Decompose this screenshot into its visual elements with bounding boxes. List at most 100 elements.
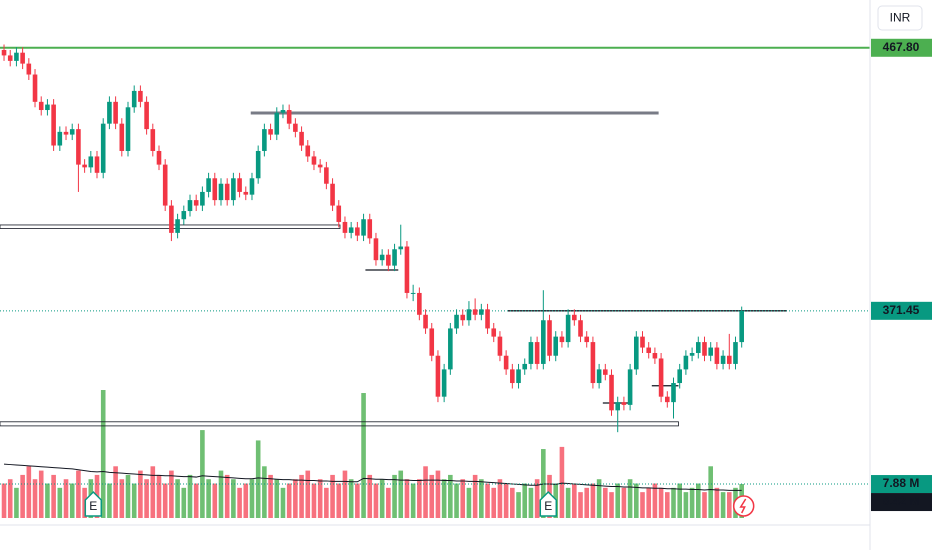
volume-bar bbox=[640, 492, 645, 518]
candle-body bbox=[708, 347, 713, 356]
volume-bar bbox=[627, 479, 633, 518]
volume-bar bbox=[664, 492, 670, 518]
volume-bar bbox=[671, 487, 676, 518]
volume-bar bbox=[584, 487, 590, 518]
candle-body bbox=[175, 219, 180, 233]
candle-body bbox=[578, 320, 583, 337]
volume-bar bbox=[14, 487, 19, 518]
candle-body bbox=[534, 342, 540, 364]
candle-body bbox=[726, 355, 732, 364]
candle-body bbox=[454, 314, 459, 329]
candle-body bbox=[603, 369, 608, 375]
candle-body bbox=[255, 150, 261, 179]
volume-bar bbox=[615, 483, 621, 518]
candle-body bbox=[69, 129, 75, 135]
volume-bar bbox=[32, 479, 38, 518]
volume-bar bbox=[107, 483, 112, 518]
volume-bar bbox=[162, 483, 168, 518]
volume-bar bbox=[26, 466, 32, 518]
candle-body bbox=[324, 167, 329, 184]
volume-bar bbox=[429, 474, 435, 518]
volume-bar bbox=[658, 487, 664, 518]
candle-body bbox=[695, 342, 701, 354]
volume-bar bbox=[621, 487, 627, 518]
candle-body bbox=[689, 353, 695, 356]
candle-body bbox=[131, 90, 137, 108]
candle-body bbox=[646, 347, 652, 354]
volume-bar bbox=[274, 479, 280, 518]
event-marker bbox=[84, 490, 103, 517]
volume-bar bbox=[510, 487, 515, 518]
volume-bar bbox=[342, 470, 348, 518]
volume-bar bbox=[169, 470, 174, 518]
candle-body bbox=[435, 355, 441, 397]
volume-bar bbox=[330, 474, 335, 518]
candle-body bbox=[528, 342, 534, 364]
candle-body bbox=[76, 129, 81, 165]
volume-bar bbox=[702, 492, 707, 518]
volume-bar bbox=[497, 479, 503, 518]
candle-body bbox=[82, 164, 87, 168]
currency[interactable]: INR bbox=[890, 11, 911, 25]
candle-body bbox=[38, 101, 44, 111]
candle-body bbox=[212, 178, 218, 201]
volume-bar bbox=[726, 492, 732, 518]
volume-bar bbox=[485, 483, 490, 518]
volume-bar bbox=[45, 483, 50, 518]
event-label: E bbox=[89, 499, 97, 513]
volume-bar bbox=[708, 466, 713, 518]
candle-body bbox=[20, 52, 25, 64]
candle-body bbox=[429, 328, 435, 356]
candle-body bbox=[510, 369, 515, 384]
candle-body bbox=[14, 52, 19, 61]
candle-body bbox=[119, 123, 125, 151]
volume-bar bbox=[206, 479, 211, 518]
volume-bar bbox=[57, 487, 63, 518]
volume-bar bbox=[609, 492, 614, 518]
volume-bar bbox=[410, 483, 416, 518]
alert-bolt bbox=[739, 498, 747, 514]
candle-body bbox=[293, 123, 298, 132]
volume-bar bbox=[572, 483, 577, 518]
candle-body bbox=[1, 49, 7, 56]
candle-body bbox=[386, 254, 391, 266]
candle-body bbox=[274, 112, 280, 135]
volume-bar bbox=[348, 479, 354, 518]
candle-body bbox=[286, 110, 292, 124]
volume-bar bbox=[138, 470, 143, 518]
volume-bar bbox=[125, 474, 131, 518]
candle-body bbox=[342, 221, 348, 233]
volume-bar bbox=[503, 483, 509, 518]
last-price-label: 371.45 bbox=[883, 303, 920, 317]
currency-box[interactable] bbox=[877, 5, 923, 31]
candle-body bbox=[169, 205, 174, 233]
candle-body bbox=[671, 383, 676, 403]
volume-bar bbox=[63, 479, 69, 518]
last-ma-box bbox=[871, 493, 932, 512]
candle-body bbox=[218, 183, 224, 201]
volume-bar bbox=[534, 479, 540, 518]
candle-body bbox=[640, 336, 645, 348]
candle-body bbox=[472, 309, 478, 315]
volume-bar bbox=[243, 483, 249, 518]
candle-body bbox=[299, 131, 304, 146]
candle-body bbox=[503, 355, 509, 370]
volume-bar bbox=[231, 479, 236, 518]
candle-body bbox=[677, 369, 682, 384]
candle-body bbox=[683, 355, 689, 370]
candle-body bbox=[156, 150, 162, 165]
volume-bar bbox=[472, 474, 478, 518]
candle-body bbox=[200, 191, 205, 206]
candle-body bbox=[541, 320, 546, 364]
candle-body bbox=[516, 369, 521, 384]
candle-body bbox=[348, 227, 354, 233]
volume-bar bbox=[175, 479, 180, 518]
candle-body bbox=[404, 246, 410, 293]
volume-bar bbox=[441, 479, 447, 518]
candle-body bbox=[237, 178, 242, 192]
candle-body bbox=[392, 249, 397, 266]
candle-body bbox=[373, 238, 379, 261]
candle-body bbox=[702, 342, 707, 356]
candle-body bbox=[224, 183, 230, 201]
